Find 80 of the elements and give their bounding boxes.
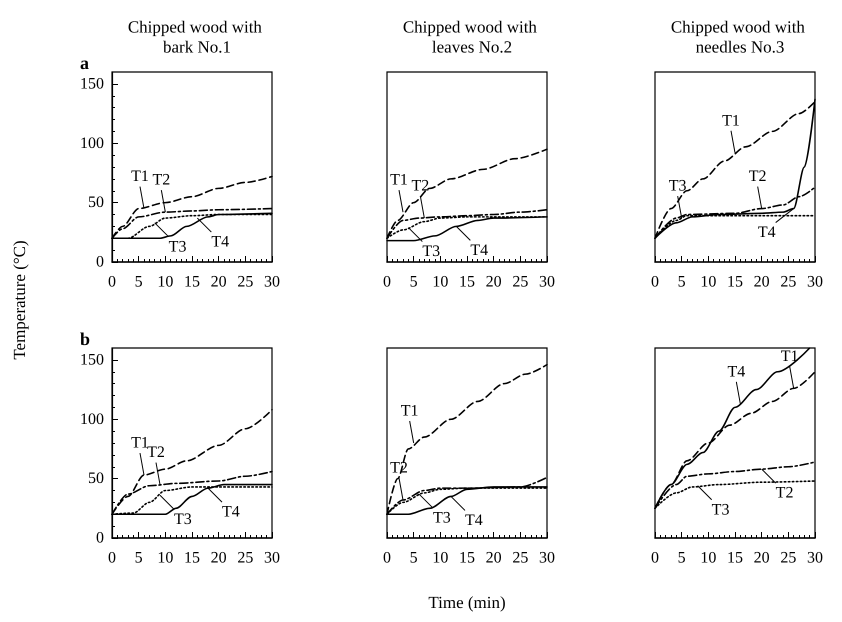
annotation: T1 — [131, 168, 149, 186]
y-tick-label: 0 — [96, 530, 104, 546]
x-tick-label: 30 — [807, 550, 823, 566]
annotation: T4 — [470, 242, 488, 259]
x-tick-label: 15 — [459, 274, 475, 290]
annotation: T3 — [668, 178, 687, 195]
annotation: T4 — [211, 234, 230, 251]
x-tick-label: 20 — [210, 550, 227, 566]
x-tick-label: 20 — [754, 274, 770, 290]
y-tick-label: 100 — [80, 410, 104, 428]
y-tick-label: 50 — [88, 194, 104, 212]
x-tick-label: 25 — [237, 550, 254, 566]
x-tick-label: 30 — [539, 550, 555, 566]
annotation: T4 — [758, 224, 776, 242]
annotation: T1 — [390, 172, 408, 189]
x-tick-label: 30 — [807, 274, 823, 290]
x-tick-label: 30 — [264, 274, 280, 290]
text: a — [80, 53, 89, 73]
annotation: T2 — [411, 178, 430, 195]
x-tick-label: 15 — [727, 550, 743, 566]
y-tick-label: 0 — [96, 254, 104, 270]
x-tick-label: 5 — [410, 274, 418, 290]
y-tick-label: 150 — [80, 75, 104, 92]
x-tick-label: 5 — [410, 550, 418, 566]
annotation: T3 — [712, 501, 730, 518]
x-tick-label: 10 — [432, 550, 448, 566]
x-tick-label: 5 — [678, 550, 686, 566]
chart-title: Chipped wood with bark No.1 — [128, 18, 266, 56]
annotation: T3 — [174, 510, 192, 528]
x-tick-label: 0 — [108, 550, 116, 566]
annotation: T4 — [727, 363, 746, 380]
x-tick-label: 15 — [184, 550, 200, 566]
annotation: T4 — [222, 504, 240, 521]
x-tick-label: 15 — [184, 274, 200, 290]
x-tick-label: 0 — [651, 274, 659, 290]
x-tick-label: 0 — [108, 274, 116, 290]
text: b — [80, 329, 90, 349]
x-tick-label: 10 — [157, 274, 174, 290]
annotation: T3 — [422, 243, 440, 260]
x-tick-label: 25 — [780, 550, 796, 566]
x-tick-label: 20 — [486, 274, 502, 290]
x-axis-title: Time (min) — [428, 593, 506, 613]
x-tick-label: 30 — [264, 550, 280, 566]
annotation: T3 — [433, 510, 451, 527]
chart-title: Chipped wood with leaves No.2 — [402, 18, 542, 56]
x-tick-label: 10 — [700, 550, 716, 566]
x-tick-label: 0 — [383, 550, 391, 566]
x-tick-label: 15 — [727, 274, 743, 290]
y-axis-title: Temperature (°C) — [10, 240, 30, 360]
x-tick-label: 10 — [157, 550, 174, 566]
annotation: T2 — [776, 484, 794, 502]
annotation: T1 — [400, 402, 419, 420]
x-tick-label: 20 — [210, 274, 227, 290]
x-tick-label: 5 — [134, 550, 143, 566]
annotation: T2 — [147, 444, 165, 462]
annotation: T2 — [152, 172, 170, 189]
x-tick-label: 25 — [512, 274, 528, 290]
annotation: T3 — [168, 238, 186, 256]
x-tick-label: 5 — [134, 274, 143, 290]
y-tick-label: 150 — [80, 351, 104, 368]
annotation: T1 — [780, 348, 799, 365]
annotation: T1 — [131, 434, 149, 452]
annotation: T2 — [748, 168, 767, 186]
x-tick-label: 25 — [780, 274, 796, 290]
x-tick-label: 20 — [754, 550, 770, 566]
x-tick-label: 10 — [700, 274, 716, 290]
x-tick-label: 5 — [678, 274, 686, 290]
x-tick-label: 15 — [459, 550, 475, 566]
y-tick-label: 50 — [88, 470, 104, 488]
x-tick-label: 20 — [486, 550, 502, 566]
x-tick-label: 10 — [432, 274, 448, 290]
x-tick-label: 0 — [383, 274, 391, 290]
y-tick-label: 100 — [80, 134, 104, 152]
x-tick-label: 30 — [539, 274, 555, 290]
x-tick-label: 0 — [651, 550, 659, 566]
x-tick-label: 25 — [237, 274, 254, 290]
chart-title: Chipped wood with needles No.3 — [670, 18, 810, 56]
x-tick-label: 25 — [512, 550, 528, 566]
annotation: T4 — [465, 512, 483, 529]
annotation: T1 — [722, 112, 740, 130]
